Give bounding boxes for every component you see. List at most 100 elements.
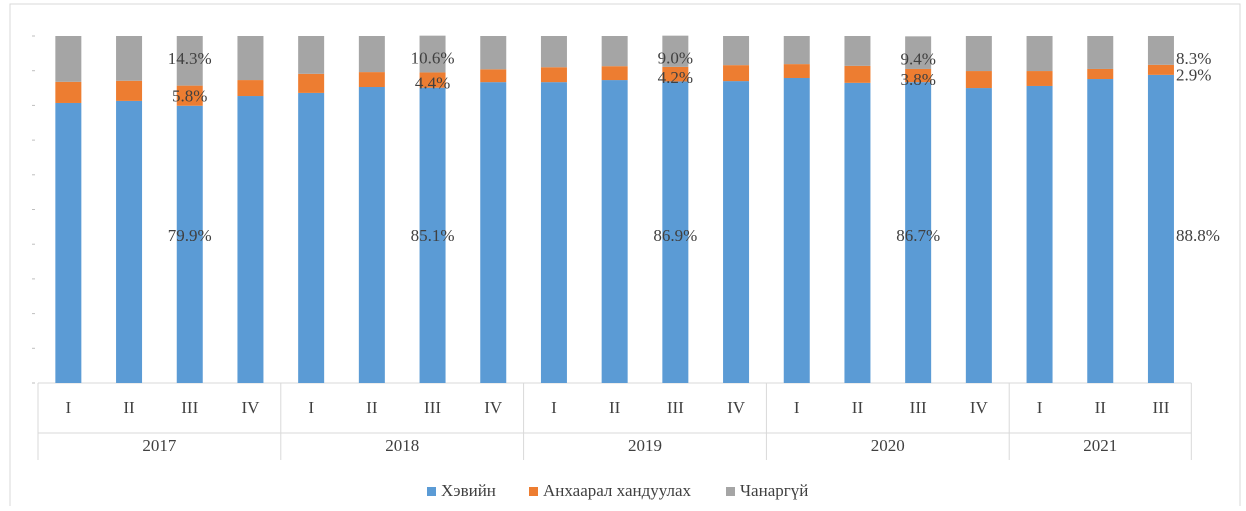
bar-segment [237,96,264,383]
bar-segment [1087,79,1114,383]
bar-segment [116,36,143,81]
bar-segment [116,80,143,101]
x-tick-label: III [181,398,198,417]
bar-segment [55,81,82,103]
chart-border [9,3,1241,511]
x-tick-label: III [424,398,441,417]
bar-segment [1026,36,1053,72]
legend-swatch [726,487,735,496]
x-tick-label: I [66,398,72,417]
bar-segment [298,92,325,384]
x-tick-label: II [852,398,864,417]
bar-segment [358,72,385,88]
bar-segment [55,102,82,383]
x-tick-label: I [794,398,800,417]
bar-segment [116,100,143,383]
data-label: 10.6% [411,49,455,68]
bar-segment [540,82,567,383]
x-tick-label: IV [484,398,503,417]
bar-segment [783,77,810,383]
x-tick-label: III [910,398,927,417]
bar-segment [662,35,689,67]
bar-segment [419,35,446,73]
bar-segment [905,36,932,69]
bar-segment [905,82,932,383]
bar-segment [237,36,264,81]
bar-segment [540,36,567,68]
bar-segment [965,36,992,72]
bar-segment [783,36,810,65]
bar-segment [1147,36,1174,65]
data-label: 86.9% [653,226,697,245]
data-label: 4.4% [415,73,450,92]
legend-label: Чанаргүй [740,481,808,500]
group-label: 2018 [385,436,419,455]
legend-label: Хэвийн [441,481,496,500]
bar-segment [1147,74,1174,383]
x-tick-label: III [667,398,684,417]
bar-segment [176,85,203,106]
x-tick-label: IV [727,398,746,417]
bar-segment [783,64,810,78]
legend-label: Анхаарал хандуулах [543,481,692,500]
bar-segment [965,71,992,89]
bar-segment [1087,36,1114,69]
x-tick-label: IV [241,398,260,417]
bar-segment [905,68,932,83]
data-label: 2.9% [1176,66,1211,85]
bar-segment [1087,68,1114,80]
legend-swatch [427,487,436,496]
x-tick-label: II [123,398,135,417]
data-label: 79.9% [168,226,212,245]
data-label: 9.4% [900,49,935,68]
bar-segment [1026,85,1053,383]
bar-segment [176,105,203,383]
bar-segment [298,73,325,93]
data-label: 86.7% [896,226,940,245]
x-tick-label: I [551,398,557,417]
bar-segment [480,82,507,383]
group-label: 2019 [628,436,662,455]
x-tick-label: IV [970,398,989,417]
group-label: 2020 [871,436,905,455]
data-label: 14.3% [168,49,212,68]
x-tick-label: I [1037,398,1043,417]
bar-segment [723,36,750,66]
data-label: 4.2% [658,68,693,87]
bar-segment [1026,71,1053,86]
bar-segment [540,67,567,83]
x-tick-label: II [1095,398,1107,417]
bar-segment [358,87,385,383]
bar-segment [723,65,750,82]
bar-segment [480,69,507,83]
data-label: 3.8% [900,70,935,89]
bar-segment [965,88,992,384]
data-label: 9.0% [658,49,693,68]
group-label: 2017 [142,436,177,455]
x-tick-label: III [1152,398,1169,417]
bar-segment [601,36,628,67]
x-tick-label: II [609,398,621,417]
bar-segment [844,36,871,66]
bar-segment [55,36,82,82]
bar-segment [662,81,689,383]
data-label: 5.8% [172,87,207,106]
bar-segment [844,65,871,83]
data-label: 85.1% [411,226,455,245]
bar-segment [358,36,385,73]
data-label: 88.8% [1176,226,1220,245]
bar-segment [601,80,628,383]
data-label: 8.3% [1176,49,1211,68]
bar-segment [237,80,264,97]
bar-segment [298,36,325,74]
bar-segment [419,72,446,88]
bar-segment [844,82,871,383]
bar-segment [480,36,507,70]
bar-segment [1147,64,1174,75]
x-tick-label: II [366,398,378,417]
group-label: 2021 [1083,436,1117,455]
x-tick-label: I [308,398,314,417]
bar-segment [419,87,446,383]
legend-swatch [529,487,538,496]
